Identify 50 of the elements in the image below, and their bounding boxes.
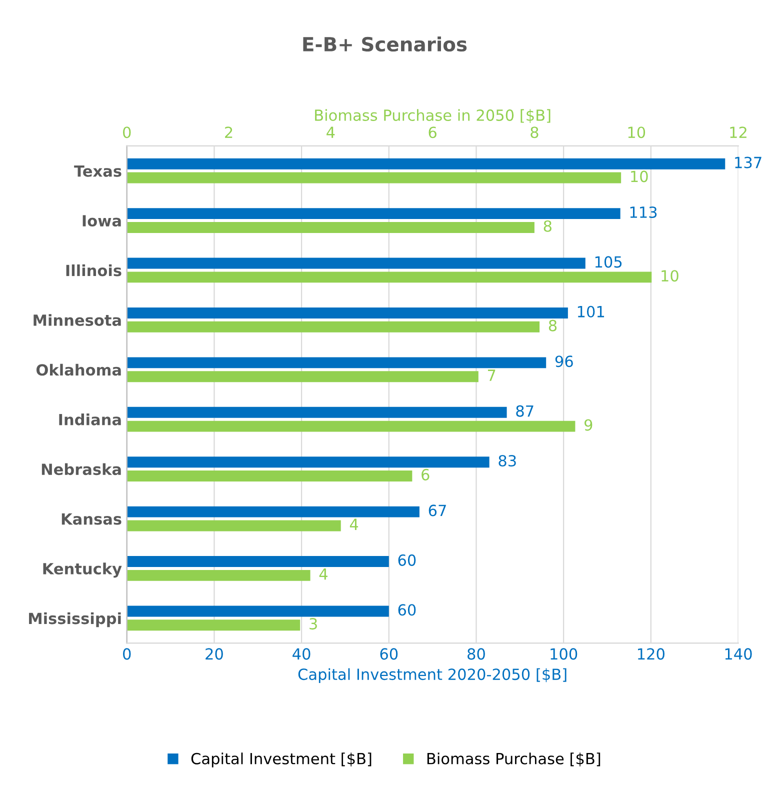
x2-tick-label: 2: [225, 126, 232, 138]
y-tick-label: Mississippi: [29, 612, 121, 628]
data-label: 101: [578, 306, 604, 318]
x2-tick-label: 8: [530, 126, 538, 138]
x2-tick-label: 0: [123, 126, 131, 138]
x2-tick-label: 6: [428, 126, 436, 138]
data-label: 7: [488, 370, 496, 381]
y-tick-label: Minnesota: [34, 314, 121, 326]
x-tick-label: 120: [638, 648, 664, 660]
data-label: 105: [595, 256, 622, 268]
x-axis-title: Capital Investment 2020-2050 [$B]: [298, 668, 566, 684]
data-label: 10: [631, 170, 648, 182]
y-tick-label: Iowa: [82, 215, 121, 227]
data-label: 67: [428, 504, 446, 516]
x-tick-label: 40: [292, 648, 310, 660]
data-label: 10: [662, 270, 678, 282]
data-label: 60: [398, 604, 416, 616]
data-label: 96: [555, 356, 573, 368]
y-tick-label: Oklahoma: [36, 364, 121, 376]
x2-tick-label: 12: [730, 126, 746, 138]
data-label: 9: [584, 419, 592, 431]
y-tick-label: Illinois: [66, 264, 122, 276]
y-tick-label: Kansas: [62, 513, 122, 525]
legend-label: Capital Investment [$B]: [191, 752, 372, 768]
data-label: 6: [422, 468, 430, 480]
y-tick-label: Texas: [74, 165, 122, 177]
data-label: 83: [498, 454, 516, 467]
data-label: 137: [735, 156, 762, 168]
x-tick-label: 60: [380, 648, 398, 660]
data-label: 87: [516, 405, 534, 417]
chart-title: E-B+ Scenarios: [303, 36, 467, 52]
y-tick-label: Nebraska: [42, 463, 121, 476]
data-label: 8: [548, 320, 557, 332]
x-tick-label: 80: [468, 648, 485, 660]
data-label: 60: [398, 554, 416, 566]
data-label: 8: [544, 220, 552, 232]
y-tick-label: Kentucky: [43, 562, 122, 578]
x-tick-label: 140: [725, 648, 752, 660]
x-tick-label: 100: [550, 648, 578, 660]
data-label: 4: [319, 568, 328, 580]
data-label: 3: [310, 618, 317, 630]
x2-tick-label: 10: [628, 126, 646, 138]
legend-label: Biomass Purchase [$B]: [427, 752, 600, 766]
x-tick-label: 20: [206, 648, 223, 660]
x2-tick-label: 4: [326, 126, 335, 138]
y-tick-label: Indiana: [59, 414, 121, 426]
x-tick-label: 0: [123, 648, 131, 660]
data-label: 113: [630, 206, 657, 218]
data-label: 4: [350, 518, 358, 530]
x2-axis-title: Biomass Purchase in 2050 [$B]: [315, 109, 550, 124]
